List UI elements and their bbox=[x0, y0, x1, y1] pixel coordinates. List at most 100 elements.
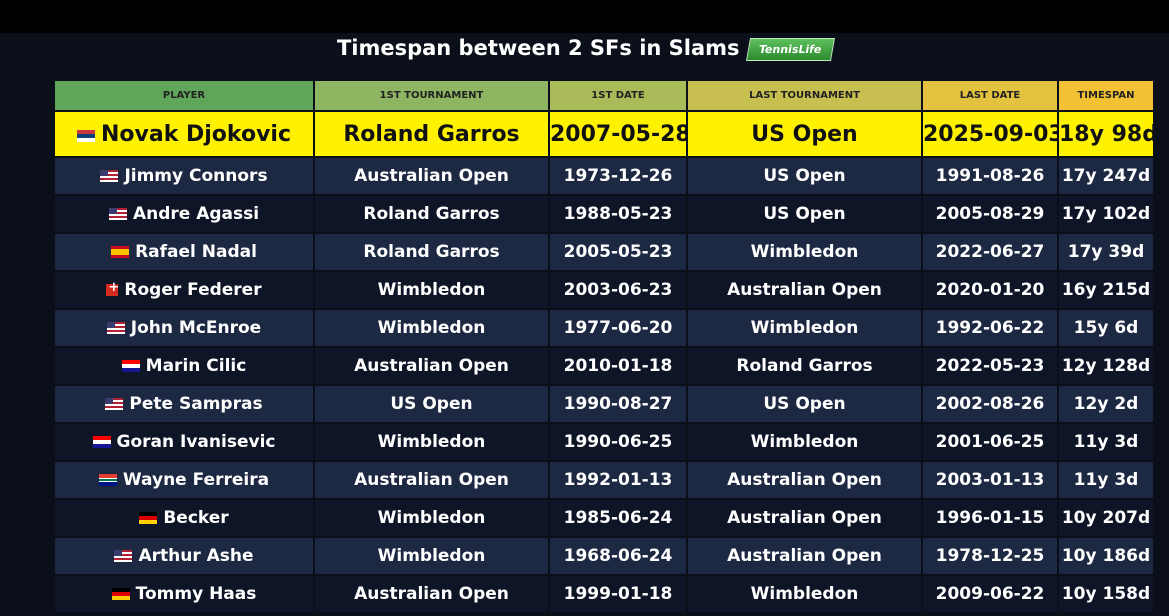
player-cell: John McEnroe bbox=[53, 308, 315, 348]
table-cell: Australian Open bbox=[313, 460, 550, 500]
cell-text: Australian Open bbox=[354, 356, 509, 376]
table-cell: 10y 158d bbox=[1057, 574, 1155, 614]
player-cell: Roger Federer bbox=[53, 270, 315, 310]
table-row: Andre Agassi Roland Garros 1988-05-23 US Op… bbox=[53, 194, 1155, 234]
cell-text: Australian Open bbox=[354, 470, 509, 490]
player-cell: Jimmy Connors bbox=[53, 156, 315, 196]
flag bbox=[105, 398, 124, 410]
cell-text: 1990-08-27 bbox=[563, 394, 673, 414]
table-cell: 1977-06-20 bbox=[548, 308, 688, 348]
cell-text: Roland Garros bbox=[363, 242, 500, 262]
cell-text: 17y 247d bbox=[1061, 166, 1151, 186]
cell-text: 16y 215d bbox=[1061, 280, 1151, 300]
table-row: Roger Federer Wimbledon 2003-06-23 Australi… bbox=[53, 270, 1155, 310]
table-cell: 1985-06-24 bbox=[548, 498, 688, 538]
table-cell: Roland Garros bbox=[313, 110, 550, 158]
cell-text: 2020-01-20 bbox=[935, 280, 1045, 300]
cell-text: 1992-06-22 bbox=[935, 318, 1045, 338]
cell-text: 2005-05-23 bbox=[563, 242, 673, 262]
cell-text: 1996-01-15 bbox=[935, 508, 1045, 528]
cell-text: 1988-05-23 bbox=[563, 204, 673, 224]
table-cell: Roland Garros bbox=[313, 232, 550, 272]
table-cell: Wimbledon bbox=[313, 498, 550, 538]
cell-text: 10y 207d bbox=[1061, 508, 1151, 528]
table-cell: Australian Open bbox=[686, 270, 923, 310]
table-row: Goran Ivanisevic Wimbledon 1990-06-25 Wimbl… bbox=[53, 422, 1155, 462]
player-cell: Andre Agassi bbox=[53, 194, 315, 234]
table-cell: Wimbledon bbox=[686, 232, 923, 272]
cell-text: Tommy Haas bbox=[135, 584, 257, 604]
table-cell: Wimbledon bbox=[686, 574, 923, 614]
player-cell: Rafael Nadal bbox=[53, 232, 315, 272]
cell-text: 1991-08-26 bbox=[935, 166, 1045, 186]
cell-text: 17y 39d bbox=[1067, 242, 1145, 262]
table-row: Rafael Nadal Roland Garros 2005-05-23 Wimbl… bbox=[53, 232, 1155, 272]
cell-text: Wimbledon bbox=[377, 546, 486, 566]
table-cell: 1996-01-15 bbox=[921, 498, 1059, 538]
table-cell: Wimbledon bbox=[686, 422, 923, 462]
table-cell: Australian Open bbox=[686, 536, 923, 576]
cell-text: Wimbledon bbox=[377, 508, 486, 528]
table-cell: 1992-01-13 bbox=[548, 460, 688, 500]
table-cell: US Open bbox=[686, 194, 923, 234]
player-cell: Wayne Ferreira bbox=[53, 460, 315, 500]
table-cell: 1978-12-25 bbox=[921, 536, 1059, 576]
player-cell: Arthur Ashe bbox=[53, 536, 315, 576]
cell-text: US Open bbox=[751, 121, 858, 147]
table-cell: 11y 3d bbox=[1057, 460, 1155, 500]
cell-text: Andre Agassi bbox=[132, 204, 260, 224]
cell-text: 2002-08-26 bbox=[935, 394, 1045, 414]
table-row: John McEnroe Wimbledon 1977-06-20 Wimbledon… bbox=[53, 308, 1155, 348]
table-cell: 1991-08-26 bbox=[921, 156, 1059, 196]
player-cell: Marin Cilic bbox=[53, 346, 315, 386]
cell-text: Goran Ivanisevic bbox=[116, 432, 276, 452]
cell-text: Pete Sampras bbox=[129, 394, 263, 414]
logo: TennisLife bbox=[745, 37, 835, 61]
cell-text: Roland Garros bbox=[343, 121, 520, 147]
cell-text: 1977-06-20 bbox=[563, 318, 673, 338]
cell-text: Wayne Ferreira bbox=[122, 470, 270, 490]
table-cell: 2007-05-28 bbox=[548, 110, 688, 158]
cell-text: 2003-01-13 bbox=[935, 470, 1045, 490]
table-cell: Australian Open bbox=[313, 156, 550, 196]
table-cell: 17y 102d bbox=[1057, 194, 1155, 234]
cell-text: John McEnroe bbox=[130, 318, 262, 338]
table-cell: Australian Open bbox=[313, 346, 550, 386]
cell-text: Roland Garros bbox=[736, 356, 873, 376]
header-row: PLAYER 1ST TOURNAMENT 1ST DATE LAST TOURNAM… bbox=[53, 79, 1155, 112]
cell-text: Wimbledon bbox=[750, 584, 859, 604]
cell-text: Australian Open bbox=[354, 166, 509, 186]
table-row: Arthur Ashe Wimbledon 1968-06-24 Australian… bbox=[53, 536, 1155, 576]
table-cell: 2022-05-23 bbox=[921, 346, 1059, 386]
table-cell: 12y 128d bbox=[1057, 346, 1155, 386]
table-cell: 1988-05-23 bbox=[548, 194, 688, 234]
table-row: Becker Wimbledon 1985-06-24 Australian Open… bbox=[53, 498, 1155, 538]
column-header: 1ST TOURNAMENT bbox=[313, 79, 550, 112]
table-row: Marin Cilic Australian Open 2010-01-18 Rola… bbox=[53, 346, 1155, 386]
table-cell: 11y 3d bbox=[1057, 422, 1155, 462]
table-cell: 2020-01-20 bbox=[921, 270, 1059, 310]
table-cell: US Open bbox=[313, 384, 550, 424]
table-cell: Roland Garros bbox=[686, 346, 923, 386]
table-cell: 18y 98d bbox=[1057, 110, 1155, 158]
table-row: Jimmy Connors Australian Open 1973-12-26 US… bbox=[53, 156, 1155, 196]
cell-text: 12y 128d bbox=[1061, 356, 1151, 376]
cell-text: Rafael Nadal bbox=[135, 242, 257, 262]
cell-text: 2009-06-22 bbox=[935, 584, 1045, 604]
cell-text: Australian Open bbox=[354, 584, 509, 604]
table-cell: 2005-08-29 bbox=[921, 194, 1059, 234]
table-row: Pete Sampras US Open 1990-08-27 US Open 2002… bbox=[53, 384, 1155, 424]
flag bbox=[108, 208, 127, 220]
cell-text: 1973-12-26 bbox=[563, 166, 673, 186]
table-row: Tommy Haas Australian Open 1999-01-18 Wimbl… bbox=[53, 574, 1155, 614]
cell-text: 2022-05-23 bbox=[935, 356, 1045, 376]
cell-text: US Open bbox=[763, 394, 846, 414]
table-cell: 10y 207d bbox=[1057, 498, 1155, 538]
table-cell: 2010-01-18 bbox=[548, 346, 688, 386]
top-bar bbox=[0, 0, 1169, 33]
table-cell: 1990-06-25 bbox=[548, 422, 688, 462]
cell-text: 2005-08-29 bbox=[935, 204, 1045, 224]
player-cell: Becker bbox=[53, 498, 315, 538]
cell-text: 18y 98d bbox=[1059, 121, 1154, 147]
